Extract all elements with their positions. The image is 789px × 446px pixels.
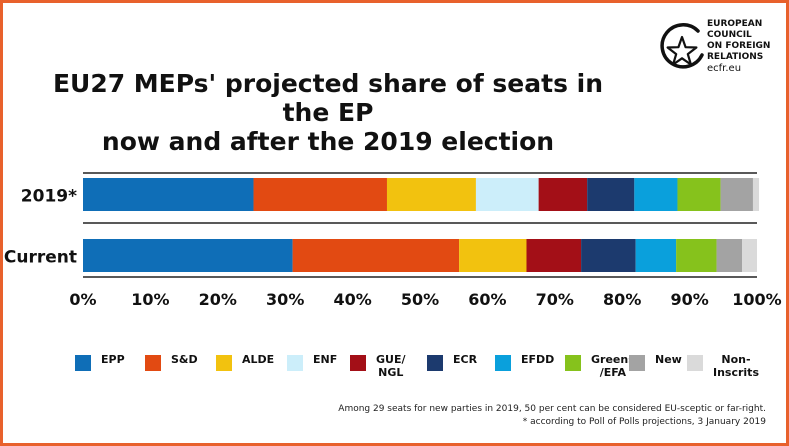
bar-2019-efdd bbox=[634, 178, 678, 211]
bar-current-non-inscrits bbox=[742, 239, 757, 272]
x-tick-label: 90% bbox=[670, 290, 708, 309]
chart-title-line-1: EU27 MEPs' projected share of seats in t… bbox=[52, 69, 604, 127]
legend-label: GUE/ NGL bbox=[376, 353, 406, 379]
bar-2019-alde bbox=[386, 178, 476, 211]
x-tick-label: 0% bbox=[69, 290, 96, 309]
logo-line-4: RELATIONS bbox=[707, 52, 764, 62]
chart-title: EU27 MEPs' projected share of seats in t… bbox=[43, 69, 613, 156]
logo-line-3: ON FOREIGN bbox=[707, 41, 771, 51]
legend-swatch bbox=[629, 355, 645, 371]
chart-legend: EPP S&D ALDE ENF GUE/ NGL ECR EFDD Greens /EFA N… bbox=[75, 353, 775, 393]
note-seats: Among 29 seats for new parties in 2019, … bbox=[338, 404, 766, 414]
legend-swatch bbox=[350, 355, 366, 371]
ecfr-logo: EUROPEAN COUNCIL ON FOREIGN RELATIONS ec… bbox=[658, 15, 778, 85]
legend-swatch bbox=[495, 355, 511, 371]
bar-current-new bbox=[716, 239, 743, 272]
logo-line-1: EUROPEAN bbox=[707, 19, 763, 29]
legend-swatch bbox=[216, 355, 232, 371]
legend-item: Greens /EFA bbox=[565, 353, 635, 379]
legend-item: GUE/ NGL bbox=[350, 353, 406, 379]
legend-item: S&D bbox=[145, 353, 198, 371]
legend-item: EPP bbox=[75, 353, 125, 371]
legend-item: New bbox=[629, 353, 682, 371]
legend-swatch bbox=[75, 355, 91, 371]
legend-label: S&D bbox=[171, 353, 198, 366]
legend-label: Greens /EFA bbox=[591, 353, 635, 379]
category-label-current: Current bbox=[4, 248, 77, 268]
bar-2019-greens-efa bbox=[677, 178, 721, 211]
x-tick-label: 100% bbox=[732, 290, 781, 309]
x-tick-label: 10% bbox=[131, 290, 169, 309]
legend-item: ENF bbox=[287, 353, 337, 371]
bar-current-gue-ngl bbox=[526, 239, 582, 272]
bar-2019-enf bbox=[475, 178, 539, 211]
note-source: * according to Poll of Polls projections… bbox=[522, 417, 766, 427]
logo-line-2: COUNCIL bbox=[707, 30, 752, 40]
bar-current-epp bbox=[83, 239, 293, 272]
category-label-2019: 2019* bbox=[21, 187, 77, 207]
legend-label: ECR bbox=[453, 353, 478, 366]
legend-label: EFDD bbox=[521, 353, 555, 366]
bar-2019-non-inscrits bbox=[752, 178, 760, 211]
legend-swatch bbox=[565, 355, 581, 371]
bar-2019-s-d bbox=[253, 178, 387, 211]
x-tick-label: 40% bbox=[333, 290, 371, 309]
legend-item: EFDD bbox=[495, 353, 554, 371]
logo-url: ecfr.eu bbox=[707, 63, 742, 74]
star-in-circle-icon bbox=[660, 23, 704, 69]
bar-2019-epp bbox=[83, 178, 254, 211]
bar-2019-new bbox=[720, 178, 753, 211]
x-tick-label: 70% bbox=[536, 290, 574, 309]
bar-current-alde bbox=[459, 239, 527, 272]
legend-label: Non- Inscrits bbox=[713, 353, 759, 379]
bar-current-s-d bbox=[292, 239, 460, 272]
legend-item: Non- Inscrits bbox=[687, 353, 759, 379]
bar-current-greens-efa bbox=[676, 239, 717, 272]
legend-swatch bbox=[427, 355, 443, 371]
legend-label: ENF bbox=[313, 353, 338, 366]
x-tick-label: 30% bbox=[266, 290, 304, 309]
logo-text: EUROPEAN COUNCIL ON FOREIGN RELATIONS ec… bbox=[707, 19, 782, 74]
x-tick-label: 60% bbox=[468, 290, 506, 309]
legend-swatch bbox=[287, 355, 303, 371]
chart-title-line-2: now and after the 2019 election bbox=[101, 127, 555, 156]
legend-swatch bbox=[145, 355, 161, 371]
legend-label: ALDE bbox=[242, 353, 275, 366]
x-tick-label: 20% bbox=[199, 290, 237, 309]
bar-current-efdd bbox=[635, 239, 677, 272]
chart-notes: Among 29 seats for new parties in 2019, … bbox=[338, 403, 766, 429]
legend-label: EPP bbox=[101, 353, 125, 366]
legend-label: New bbox=[655, 353, 682, 366]
x-tick-label: 80% bbox=[603, 290, 641, 309]
bar-current-ecr bbox=[581, 239, 636, 272]
stacked-bar-chart: 2019* Current 0% 10% 20% 30% 40% 50% 60% 70% 80% 90… bbox=[4, 172, 782, 309]
x-tick-label: 50% bbox=[401, 290, 439, 309]
legend-swatch bbox=[687, 355, 703, 371]
legend-item: ECR bbox=[427, 353, 477, 371]
legend-item: ALDE bbox=[216, 353, 274, 371]
bar-2019-gue-ngl bbox=[538, 178, 588, 211]
bar-2019-ecr bbox=[587, 178, 635, 211]
